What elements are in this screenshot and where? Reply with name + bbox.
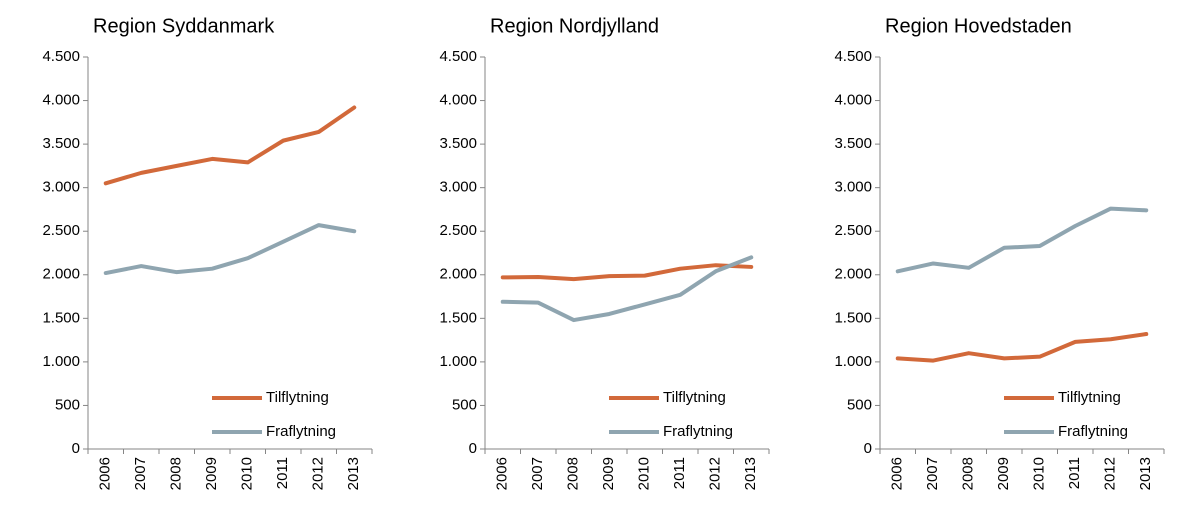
y-tick-label: 500: [55, 396, 80, 413]
y-tick-label: 500: [847, 396, 872, 413]
y-tick-label: 4.000: [439, 92, 477, 109]
legend-label: Fraflytning: [1058, 423, 1128, 440]
data-line: [500, 255, 754, 323]
x-tick-label: 2007: [132, 457, 149, 490]
y-tick-label: 2.500: [834, 222, 872, 239]
data-line: [895, 332, 1149, 363]
y-tick-label: 1.000: [834, 353, 872, 370]
y-tick-label: 2.000: [834, 266, 872, 283]
x-tick-label: 2011: [671, 457, 688, 489]
x-tick-label: 2009: [203, 457, 220, 490]
y-tick-label: 1.500: [834, 309, 872, 326]
x-tick-label: 2008: [960, 457, 977, 490]
y-tick-label: 4.000: [834, 92, 872, 109]
x-tick-label: 2010: [1031, 457, 1048, 490]
x-tick-label: 2006: [494, 457, 511, 490]
chart-title: Region Nordjylland: [490, 15, 659, 37]
y-tick-label: 1.500: [439, 309, 477, 326]
x-tick-label: 2009: [995, 457, 1012, 490]
x-tick-label: 2013: [345, 457, 362, 490]
x-tick-label: 2008: [168, 457, 185, 490]
y-tick-label: 3.500: [439, 135, 477, 152]
y-tick-label: 4.500: [439, 48, 477, 65]
x-tick-label: 2006: [97, 457, 114, 490]
x-tick-label: 2012: [707, 457, 724, 490]
y-tick-label: 3.000: [42, 179, 80, 196]
x-tick-label: 2013: [742, 457, 759, 490]
y-tick-label: 1.500: [42, 309, 80, 326]
x-tick-label: 2007: [529, 457, 546, 490]
x-tick-label: 2009: [600, 457, 617, 490]
x-tick-label: 2010: [636, 457, 653, 490]
y-tick-label: 4.500: [834, 48, 872, 65]
legend-label: Tilflytning: [1058, 389, 1121, 406]
legend-label: Fraflytning: [266, 423, 336, 440]
x-tick-label: 2012: [1102, 457, 1119, 490]
chart-title: Region Hovedstaden: [885, 15, 1072, 37]
y-tick-label: 2.500: [42, 222, 80, 239]
y-tick-label: 2.000: [439, 266, 477, 283]
y-tick-label: 3.000: [439, 179, 477, 196]
data-line: [895, 206, 1149, 274]
x-tick-label: 2011: [274, 457, 291, 489]
y-tick-label: 2.000: [42, 266, 80, 283]
x-tick-label: 2012: [310, 457, 327, 490]
chart-title: Region Syddanmark: [93, 15, 275, 37]
y-tick-label: 0: [72, 440, 80, 457]
y-tick-label: 4.500: [42, 48, 80, 65]
y-tick-label: 3.000: [834, 179, 872, 196]
y-tick-label: 0: [469, 440, 477, 457]
legend-label: Tilflytning: [266, 389, 329, 406]
x-tick-label: 2006: [889, 457, 906, 490]
data-line: [103, 105, 357, 186]
y-tick-label: 1.000: [439, 353, 477, 370]
legend-label: Tilflytning: [663, 389, 726, 406]
data-line: [500, 263, 754, 282]
x-tick-label: 2011: [1066, 457, 1083, 489]
legend-label: Fraflytning: [663, 423, 733, 440]
y-tick-label: 3.500: [42, 135, 80, 152]
y-tick-label: 2.500: [439, 222, 477, 239]
y-tick-label: 500: [452, 396, 477, 413]
y-tick-label: 3.500: [834, 135, 872, 152]
x-tick-label: 2007: [924, 457, 941, 490]
x-tick-label: 2010: [239, 457, 256, 490]
y-tick-label: 4.000: [42, 92, 80, 109]
data-line: [103, 223, 357, 276]
y-tick-label: 0: [864, 440, 872, 457]
x-tick-label: 2013: [1137, 457, 1154, 490]
y-tick-label: 1.000: [42, 353, 80, 370]
x-tick-label: 2008: [565, 457, 582, 490]
